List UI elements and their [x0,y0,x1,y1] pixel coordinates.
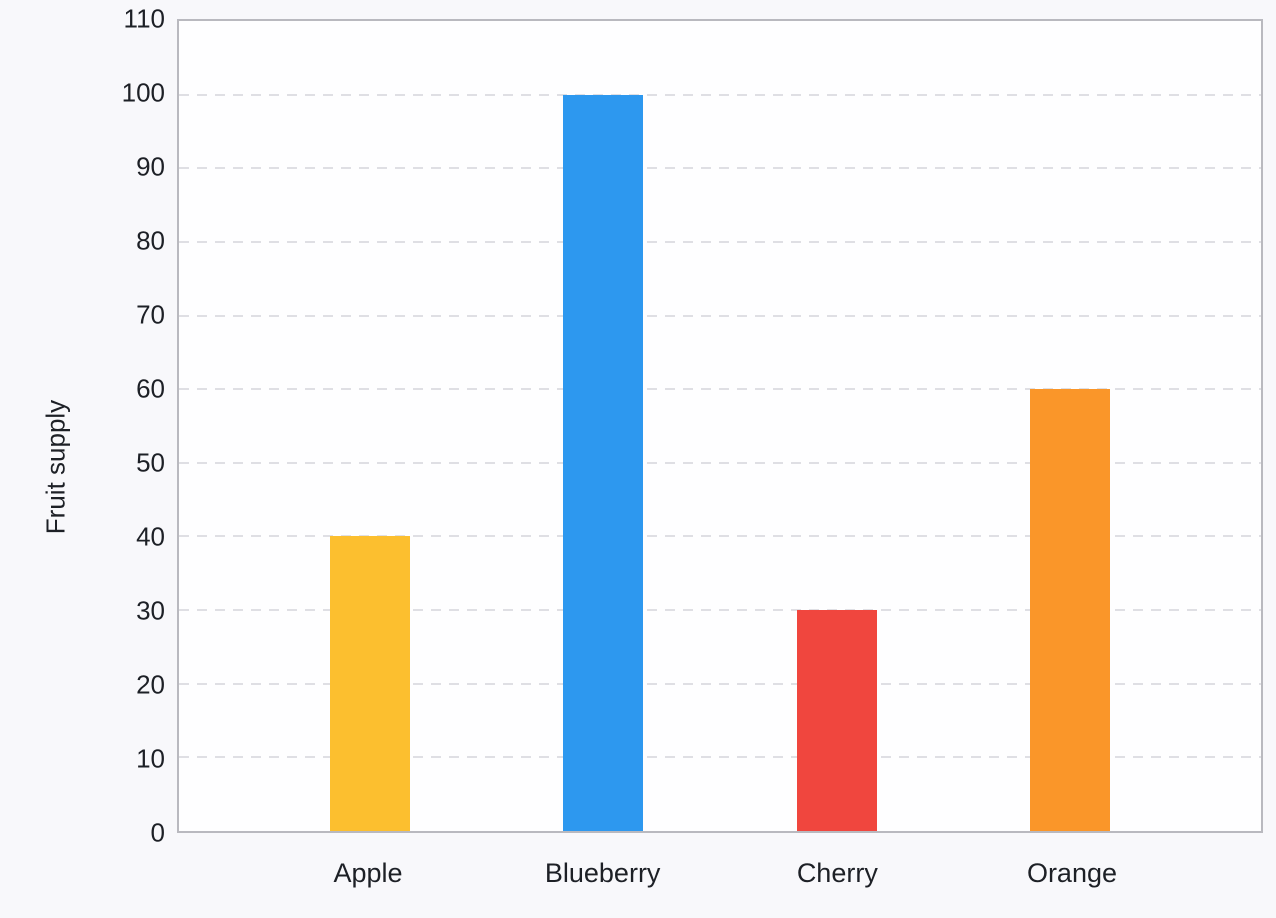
y-tick-label-10: 10 [136,743,165,774]
y-tick-label-80: 80 [136,225,165,256]
gridline-100 [179,93,1261,96]
y-tick-label-50: 50 [136,447,165,478]
x-axis-labels: Apple Blueberry Cherry Orange [177,858,1263,889]
x-axis-label-orange: Orange [1026,858,1117,888]
gridline-20 [179,682,1261,685]
bar-blueberry [563,94,644,831]
x-slot-cherry: Cherry [796,858,878,889]
x-axis-label-blueberry: Blueberry [544,858,661,888]
gridline-10 [179,756,1261,759]
y-tick-label-0: 0 [150,817,165,848]
x-axis-label-apple: Apple [333,858,403,888]
gridline-30 [179,609,1261,612]
gridline-70 [179,314,1261,317]
y-tick-label-60: 60 [136,373,165,404]
x-slot-apple: Apple [328,858,408,889]
y-tick-label-40: 40 [136,521,165,552]
bars-row [179,21,1261,831]
x-axis-label-cherry: Cherry [796,858,878,888]
y-tick-label-90: 90 [136,151,165,182]
plot-area [177,19,1263,833]
y-tick-label-70: 70 [136,299,165,330]
y-tick-label-110: 110 [123,3,165,34]
gridline-60 [179,388,1261,391]
bar-orange [1029,389,1110,831]
gridline-90 [179,167,1261,170]
gridline-50 [179,461,1261,464]
y-tick-label-30: 30 [136,595,165,626]
bar-cherry [796,610,877,831]
gridline-40 [179,535,1261,538]
bar-apple [330,536,410,831]
y-axis-tick-labels: 0 10 20 30 40 50 60 70 80 90 100 110 [0,4,165,848]
x-slot-orange: Orange [1027,858,1117,889]
gridline-80 [179,240,1261,243]
y-tick-label-100: 100 [121,77,165,108]
y-tick-label-20: 20 [136,669,165,700]
x-slot-blueberry: Blueberry [545,858,661,889]
gridlines [179,21,1261,831]
